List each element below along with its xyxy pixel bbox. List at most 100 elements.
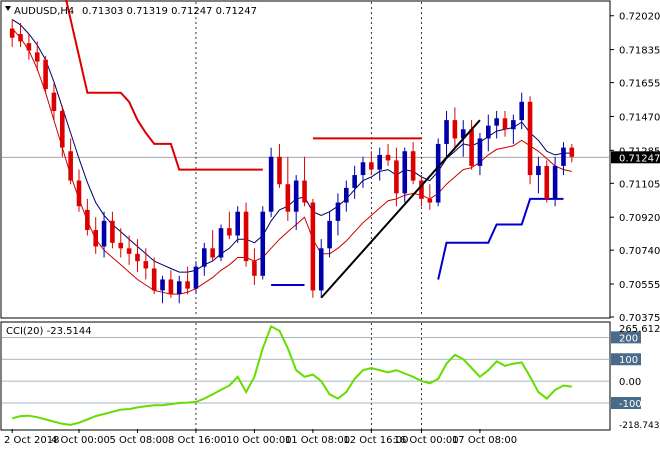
- candle-body: [552, 165, 558, 199]
- time-tick-label: 10 Oct 00:00: [226, 435, 291, 446]
- candle-body: [302, 180, 307, 203]
- price-tick-label: 0.70555: [619, 280, 660, 291]
- cci-line: [11, 324, 572, 426]
- time-tick-label: 11 Oct 08:00: [285, 435, 350, 446]
- candle-body: [43, 59, 48, 89]
- price-axis: 0.720200.718350.716550.714700.712850.711…: [610, 12, 660, 324]
- candle-body: [235, 211, 241, 236]
- cci-level-label: -100: [619, 399, 642, 410]
- candle-body: [310, 202, 316, 291]
- time-tick-label: 17 Oct 08:00: [452, 435, 517, 446]
- candle-body: [360, 162, 366, 176]
- price-tick-label: 0.71655: [619, 79, 660, 90]
- price-tick-label: 0.70740: [619, 246, 660, 257]
- candle-body: [502, 118, 508, 130]
- candle-body: [452, 120, 458, 139]
- symbol-triangle-icon: [5, 6, 11, 11]
- current-price-label: 0.71247: [619, 153, 660, 164]
- candle-body: [9, 28, 15, 38]
- support-channel-line: [437, 197, 564, 280]
- time-tick-label: 2 Oct 2018: [4, 435, 59, 446]
- candle-body: [511, 120, 516, 130]
- candle-body: [110, 220, 115, 243]
- candle-body: [285, 184, 291, 212]
- candle-body: [494, 118, 499, 126]
- cci-level-label: 0.00: [619, 377, 641, 388]
- candle-body: [460, 129, 466, 139]
- cci-max-label: 265.6121: [619, 324, 660, 335]
- candle-body: [118, 242, 124, 249]
- candle-body: [18, 34, 23, 42]
- slow-moving-average-line: [11, 28, 572, 295]
- time-tick-label: 4 Oct 00:00: [51, 435, 110, 446]
- candle-body: [93, 230, 99, 247]
- channel-layer: [65, 0, 564, 286]
- candle-body: [469, 129, 474, 166]
- candle-body: [527, 101, 533, 176]
- candle-body: [59, 110, 65, 148]
- candle-body: [151, 268, 157, 291]
- candle-body: [176, 281, 182, 295]
- candle-body: [394, 160, 399, 194]
- candle-body: [193, 266, 199, 289]
- candle-body: [76, 180, 82, 207]
- resistance-channel-line: [65, 0, 263, 171]
- trendline: [320, 119, 481, 299]
- candle-body: [419, 180, 424, 199]
- candle-body: [402, 151, 408, 194]
- main-panel-frame: [0, 0, 611, 319]
- trendline-layer: [320, 119, 481, 299]
- candle-body: [352, 175, 357, 188]
- grid-layer: [2, 2, 610, 429]
- candle-body: [536, 165, 541, 176]
- candle-body: [544, 165, 550, 199]
- cci-level-box: [611, 353, 641, 366]
- candle-body: [444, 120, 449, 144]
- candle-body: [143, 261, 149, 269]
- candle-body: [385, 154, 391, 161]
- candle-body: [126, 248, 132, 254]
- candle-body: [293, 180, 299, 212]
- candle-body: [168, 279, 174, 295]
- candle-body: [218, 228, 224, 258]
- candle-body: [68, 151, 73, 181]
- candle-body: [227, 228, 232, 236]
- candle-body: [427, 198, 433, 203]
- price-tick-label: 0.71105: [619, 179, 660, 190]
- price-tick-label: 0.72020: [619, 12, 660, 23]
- candle-body: [243, 211, 249, 262]
- cci-label: CCI(20) -23.5144: [6, 326, 92, 337]
- candle-body: [435, 143, 441, 203]
- cci-panel-frame: [0, 321, 611, 431]
- candle-body: [277, 156, 282, 185]
- candle-body: [260, 211, 266, 276]
- cci-min-label: -218.7438: [619, 421, 660, 431]
- candle-body: [327, 220, 332, 249]
- candle-body: [101, 220, 107, 247]
- candle-body: [252, 261, 257, 276]
- chart-ohlc: 0.71303 0.71319 0.71247 0.71247: [82, 6, 257, 17]
- candle-layer: [9, 19, 575, 304]
- candle-body: [85, 209, 90, 231]
- candle-body: [519, 101, 525, 121]
- candle-body: [210, 248, 215, 258]
- candle-body: [569, 147, 575, 157]
- cci-level-box: [611, 331, 641, 344]
- candle-body: [185, 281, 190, 289]
- candle-body: [410, 151, 416, 181]
- candle-body: [369, 162, 374, 170]
- price-tick-label: 0.70920: [619, 213, 660, 224]
- candle-body: [318, 248, 324, 291]
- time-tick-label: 16 Oct 00:00: [393, 435, 458, 446]
- candle-body: [343, 187, 349, 203]
- time-tick-label: 8 Oct 16:00: [168, 435, 227, 446]
- candle-body: [201, 248, 207, 267]
- price-tick-label: 0.71470: [619, 112, 660, 123]
- candle-body: [377, 154, 383, 170]
- cci-level-label: 100: [619, 355, 638, 366]
- candle-body: [160, 279, 165, 291]
- candle-body: [335, 202, 341, 221]
